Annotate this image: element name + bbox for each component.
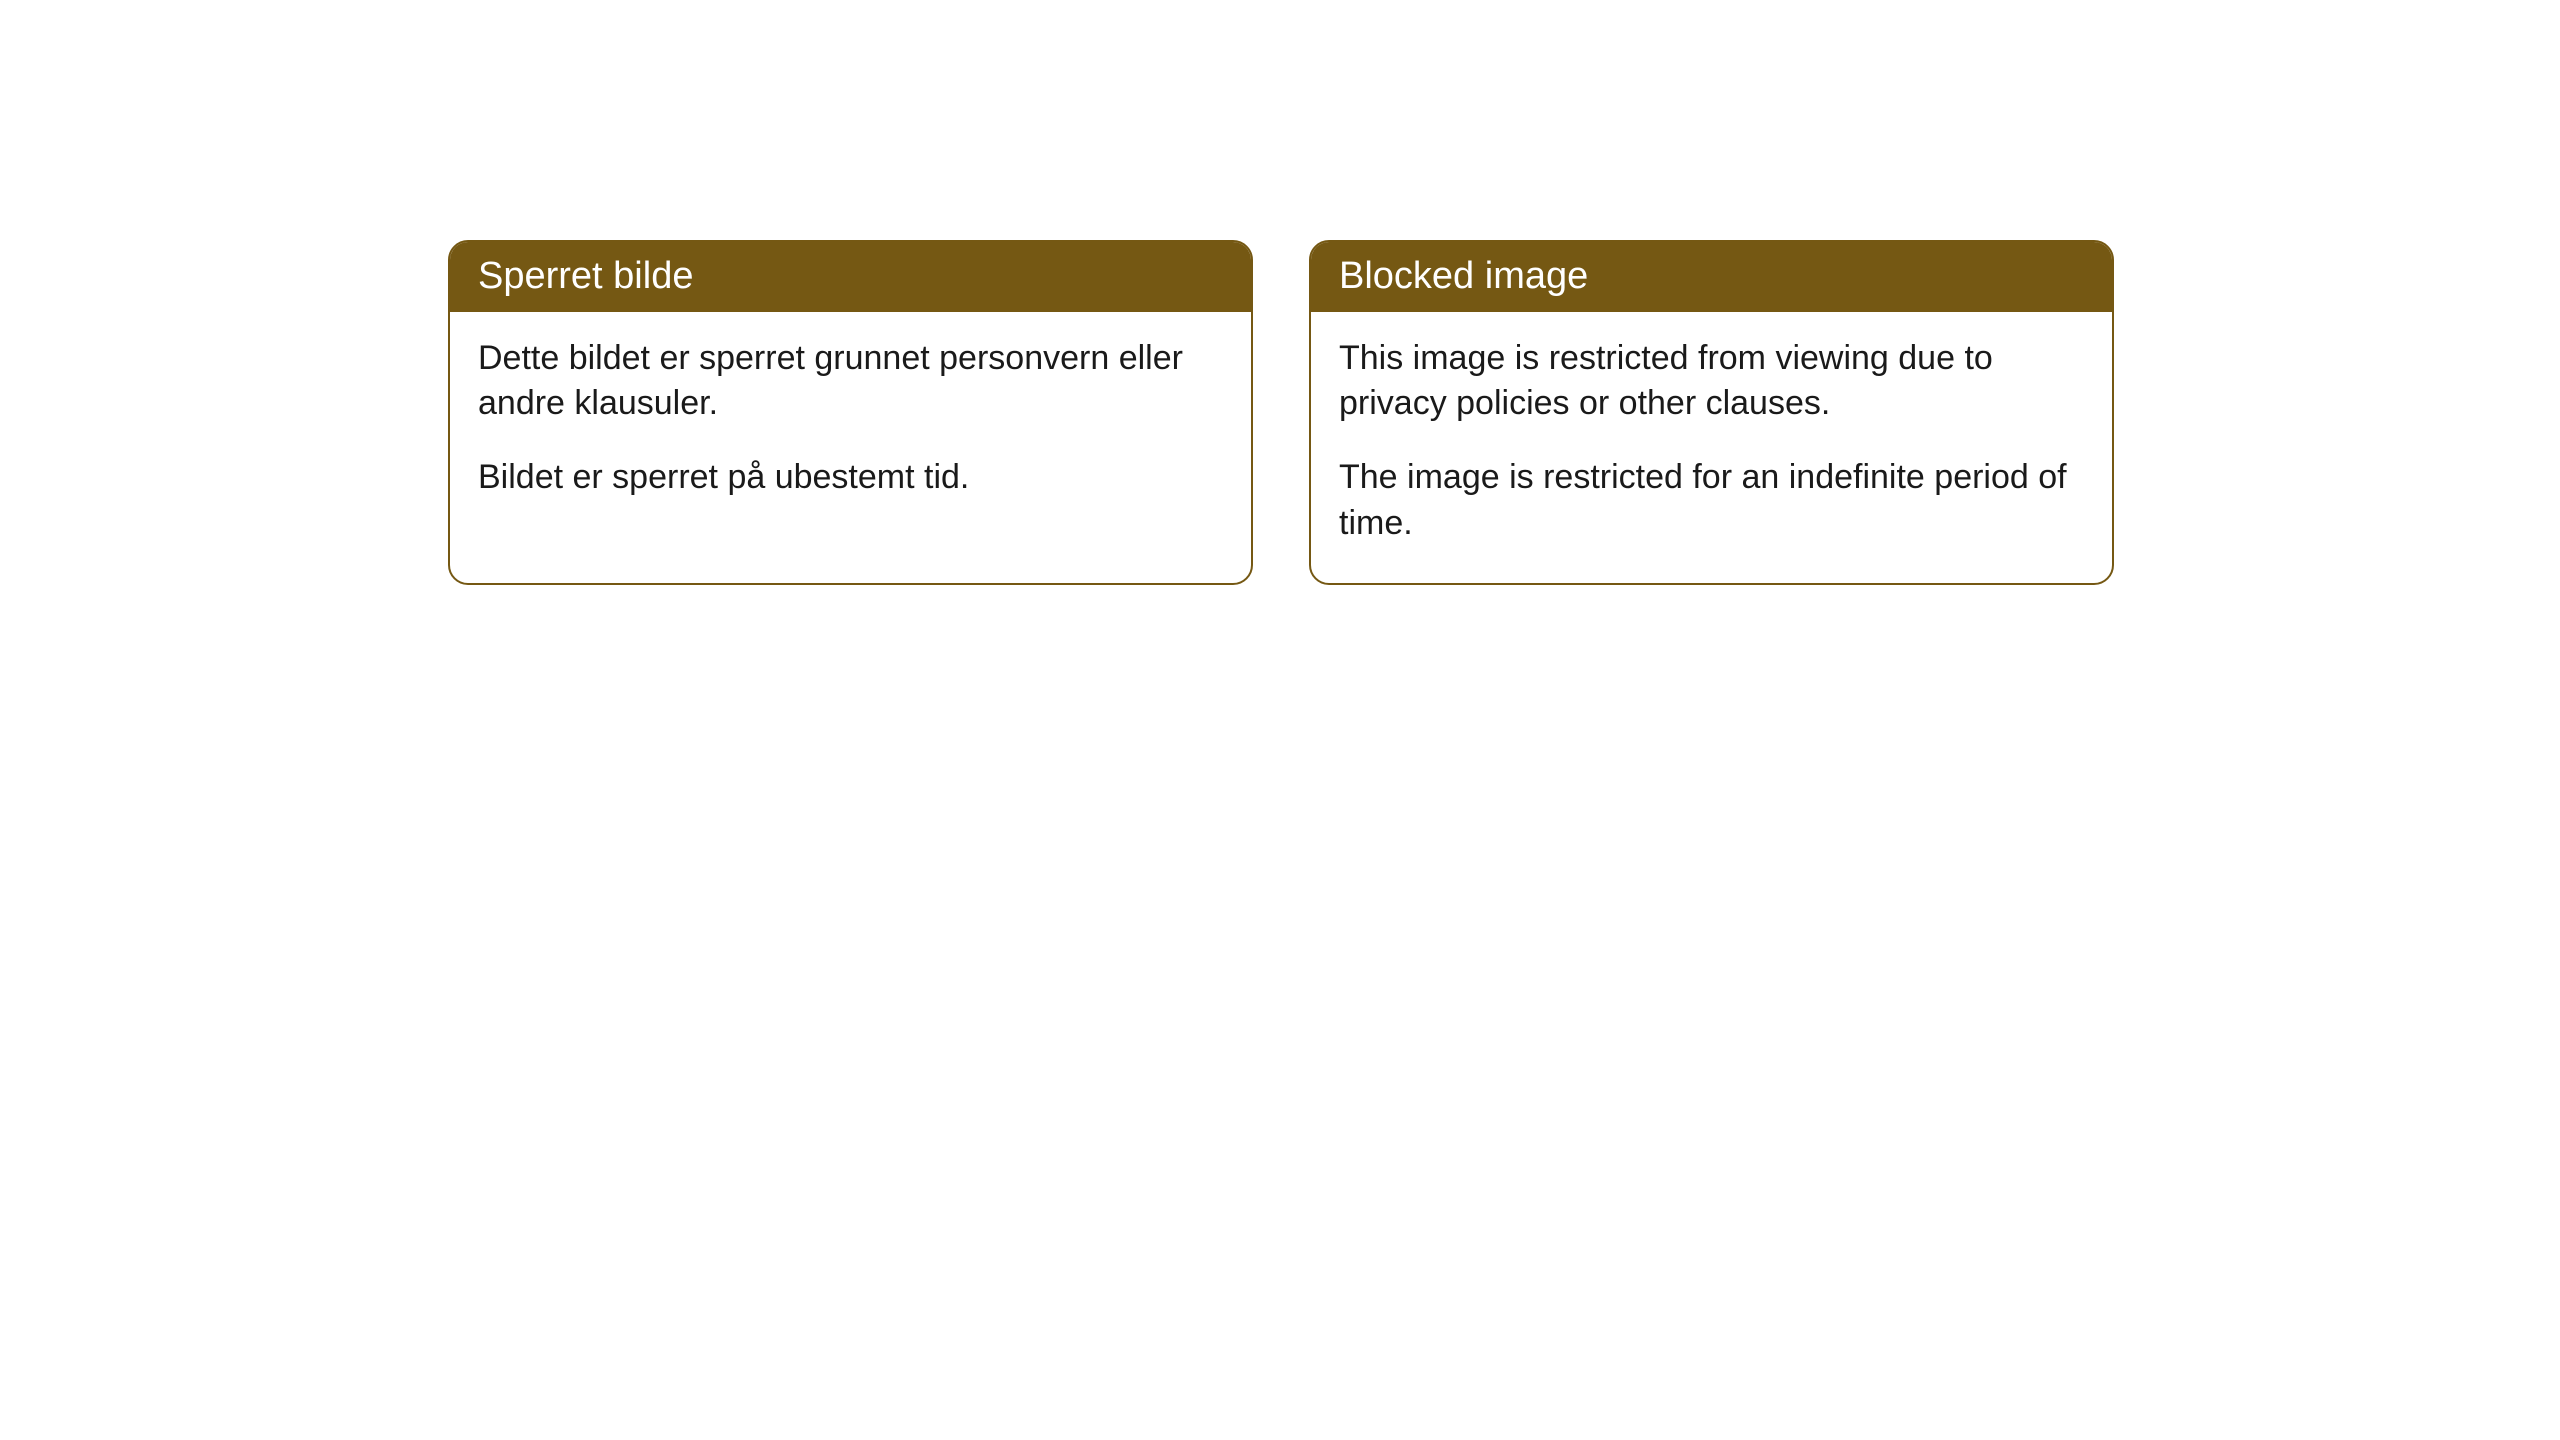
card-title: Sperret bilde [478, 255, 693, 297]
card-header: Blocked image [1311, 242, 2112, 312]
notice-card-norwegian: Sperret bilde Dette bildet er sperret gr… [448, 240, 1253, 585]
card-paragraph: The image is restricted for an indefinit… [1339, 455, 2084, 547]
card-paragraph: Bildet er sperret på ubestemt tid. [478, 455, 1223, 501]
card-header: Sperret bilde [450, 242, 1251, 312]
card-body: This image is restricted from viewing du… [1311, 312, 2112, 584]
card-body: Dette bildet er sperret grunnet personve… [450, 312, 1251, 538]
notice-container: Sperret bilde Dette bildet er sperret gr… [448, 240, 2114, 585]
card-paragraph: This image is restricted from viewing du… [1339, 336, 2084, 428]
notice-card-english: Blocked image This image is restricted f… [1309, 240, 2114, 585]
card-paragraph: Dette bildet er sperret grunnet personve… [478, 336, 1223, 428]
card-title: Blocked image [1339, 255, 1588, 297]
